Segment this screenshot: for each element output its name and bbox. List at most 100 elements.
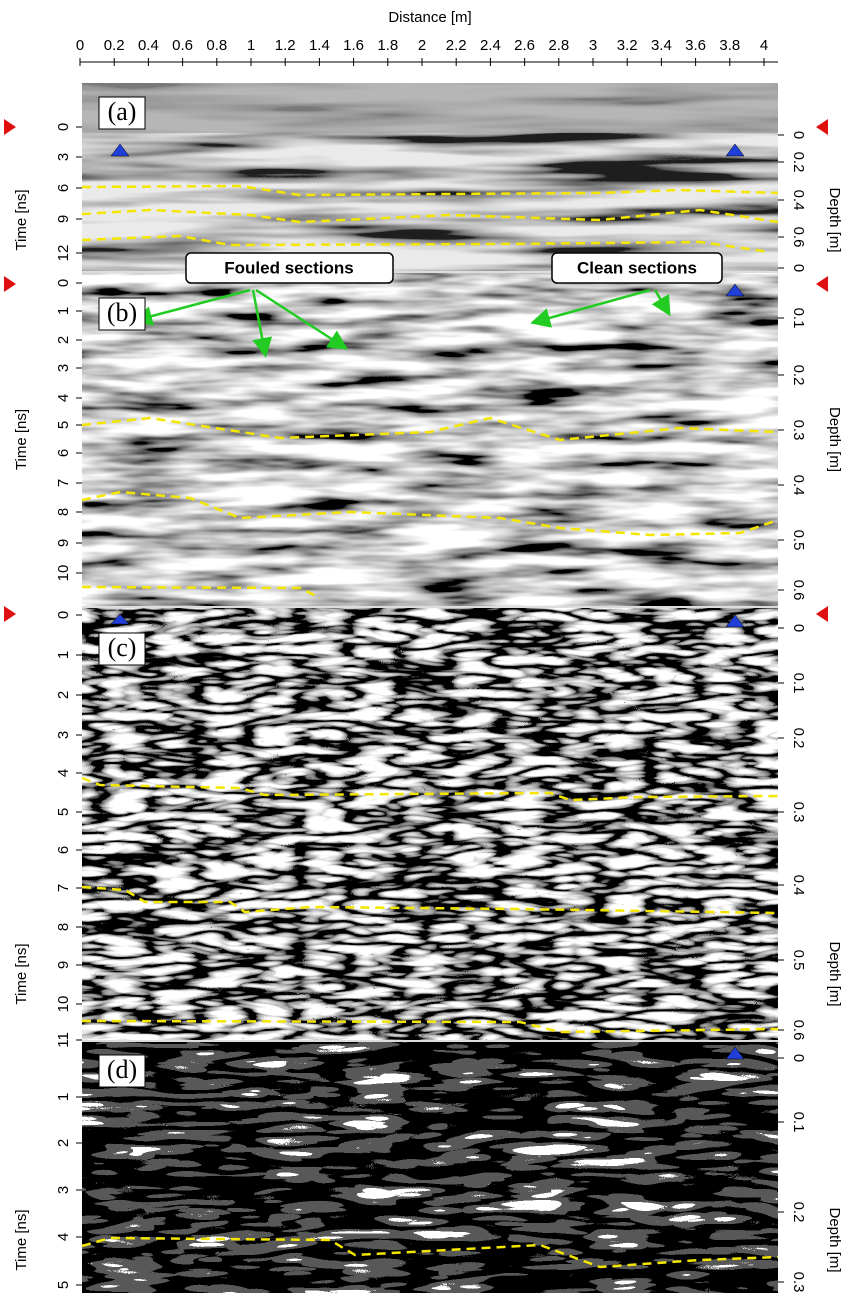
x-tick-label: 3.8: [719, 37, 740, 54]
x-tick-label: 0: [76, 37, 84, 54]
x-tick-label: 0.6: [172, 37, 193, 54]
arrow: [651, 289, 671, 317]
annotation: Clean sections: [577, 258, 697, 277]
arrow: [530, 288, 651, 328]
y-tick-label: 6: [55, 449, 72, 457]
y2-tick-label: 0.5: [790, 530, 807, 551]
y2-tick-label: 0.4: [790, 190, 807, 211]
y2-axis-title: Depth [m]: [826, 941, 843, 1006]
layer-line: [81, 490, 779, 537]
y-tick-label: 7: [55, 884, 72, 892]
x-tick-label: 4: [760, 37, 768, 54]
arrow: [255, 288, 349, 350]
axes: 0 0.2 0.4 0.6 0.8 1 1.2 1.4 1.6 1.8 2 2.2 2.4 2.6 2.8 3…: [13, 37, 843, 1292]
markers: [4, 119, 828, 622]
layer-line: [81, 885, 779, 915]
layer-line: [81, 585, 321, 600]
arrow: [132, 288, 251, 326]
y-tick-label: 1: [55, 651, 72, 659]
y-tick-label: 9: [55, 961, 72, 969]
y2-axis-title: Depth [m]: [826, 1207, 843, 1272]
layer-line: [81, 234, 771, 254]
y-tick-label: 5: [55, 808, 72, 816]
y-axis-title: Time [ns]: [13, 943, 30, 1004]
y-tick-label: 2: [55, 336, 72, 344]
y2-tick-label: 0.1: [790, 1112, 807, 1133]
y-tick-label: 5: [55, 1281, 72, 1289]
y-tick-label: 12: [55, 245, 72, 262]
panel-label-box: [98, 1054, 146, 1088]
x-tick-label: 1.6: [343, 37, 364, 54]
x-tick-label: 3: [589, 37, 597, 54]
y-tick-label: 4: [55, 769, 72, 777]
y-tick-label: 4: [55, 1233, 72, 1241]
y-tick-label: 8: [55, 923, 72, 931]
x-tick-label: 1.8: [377, 37, 398, 54]
y-tick-label: 6: [55, 184, 72, 192]
layer-line: [81, 416, 779, 442]
y-tick-label: 11: [55, 1032, 72, 1048]
y2-tick-label: 0.3: [790, 420, 807, 441]
y2-tick-label: 0.6: [790, 1020, 807, 1041]
x-tick-label: 3.6: [685, 37, 706, 54]
y2-tick-label: 0.5: [790, 950, 807, 971]
y2-tick-label: 0.4: [790, 875, 807, 896]
y-tick-label: 4: [55, 394, 72, 402]
radargram: [82, 1042, 778, 1293]
y-tick-label: 8: [55, 508, 72, 516]
callout-box: [185, 252, 394, 284]
panel-label-box: [98, 297, 146, 331]
y-tick-label: 3: [55, 731, 72, 739]
y-tick-label: 3: [55, 1186, 72, 1194]
y-tick-label: 1: [55, 307, 72, 315]
x-axis-title: Distance [m]: [388, 9, 471, 26]
y2-tick-label: 0.2: [790, 152, 807, 173]
y-tick-label: 7: [55, 479, 72, 487]
y2-tick-label: 0: [790, 131, 807, 139]
x-tick-label: 0.8: [206, 37, 227, 54]
air-band: [82, 83, 778, 133]
x-tick-label: 2.8: [548, 37, 569, 54]
x-tick-label: 2.6: [514, 37, 535, 54]
y-tick-label: 9: [55, 539, 72, 547]
radargram: [82, 273, 778, 606]
y-tick-label: 3: [55, 153, 72, 161]
y-tick-label: 2: [55, 1139, 72, 1147]
x-tick-label: 1.2: [275, 37, 296, 54]
y2-axis-title: Depth [m]: [826, 407, 843, 472]
y2-tick-label: 0.1: [790, 308, 807, 329]
panel-label: (c): [108, 633, 137, 662]
y-tick-label: 1: [55, 1093, 72, 1101]
panel-label-box: [98, 632, 146, 666]
y-tick-label: 0: [55, 279, 72, 287]
y2-tick-label: 0.4: [790, 475, 807, 496]
y2-tick-label: 0.6: [790, 227, 807, 248]
x-tick-label: 2: [418, 37, 426, 54]
y2-tick-label: 0.2: [790, 365, 807, 386]
y2-tick-label: 0.1: [790, 673, 807, 694]
x-tick-label: 2.2: [446, 37, 467, 54]
x-tick-label: 2.4: [480, 37, 501, 54]
y2-tick-label: 0.3: [790, 1272, 807, 1293]
y2-tick-label: 0: [790, 264, 807, 272]
y-tick-label: 10: [55, 996, 72, 1013]
y-tick-label: 9: [55, 215, 72, 223]
y-tick-label: 3: [55, 364, 72, 372]
y2-tick-label: 0.3: [790, 802, 807, 823]
annotation: Fouled sections: [224, 258, 353, 277]
y-axis-title: Time [ns]: [13, 409, 30, 470]
x-tick-label: 3.2: [617, 37, 638, 54]
layer-line: [81, 1019, 779, 1034]
x-tick-label: 3.4: [651, 37, 672, 54]
markers: [110, 143, 745, 1060]
x-tick-label: 0.2: [104, 37, 125, 54]
y-axis-title: Time [ns]: [13, 189, 30, 250]
panel-label: (a): [108, 97, 137, 126]
callout-box: [551, 252, 723, 284]
layer-line: [81, 184, 779, 197]
y-tick-label: 0: [55, 611, 72, 619]
panel-label-box: [98, 96, 146, 130]
x-tick-label: 1: [247, 37, 255, 54]
radargram: [82, 608, 778, 1040]
